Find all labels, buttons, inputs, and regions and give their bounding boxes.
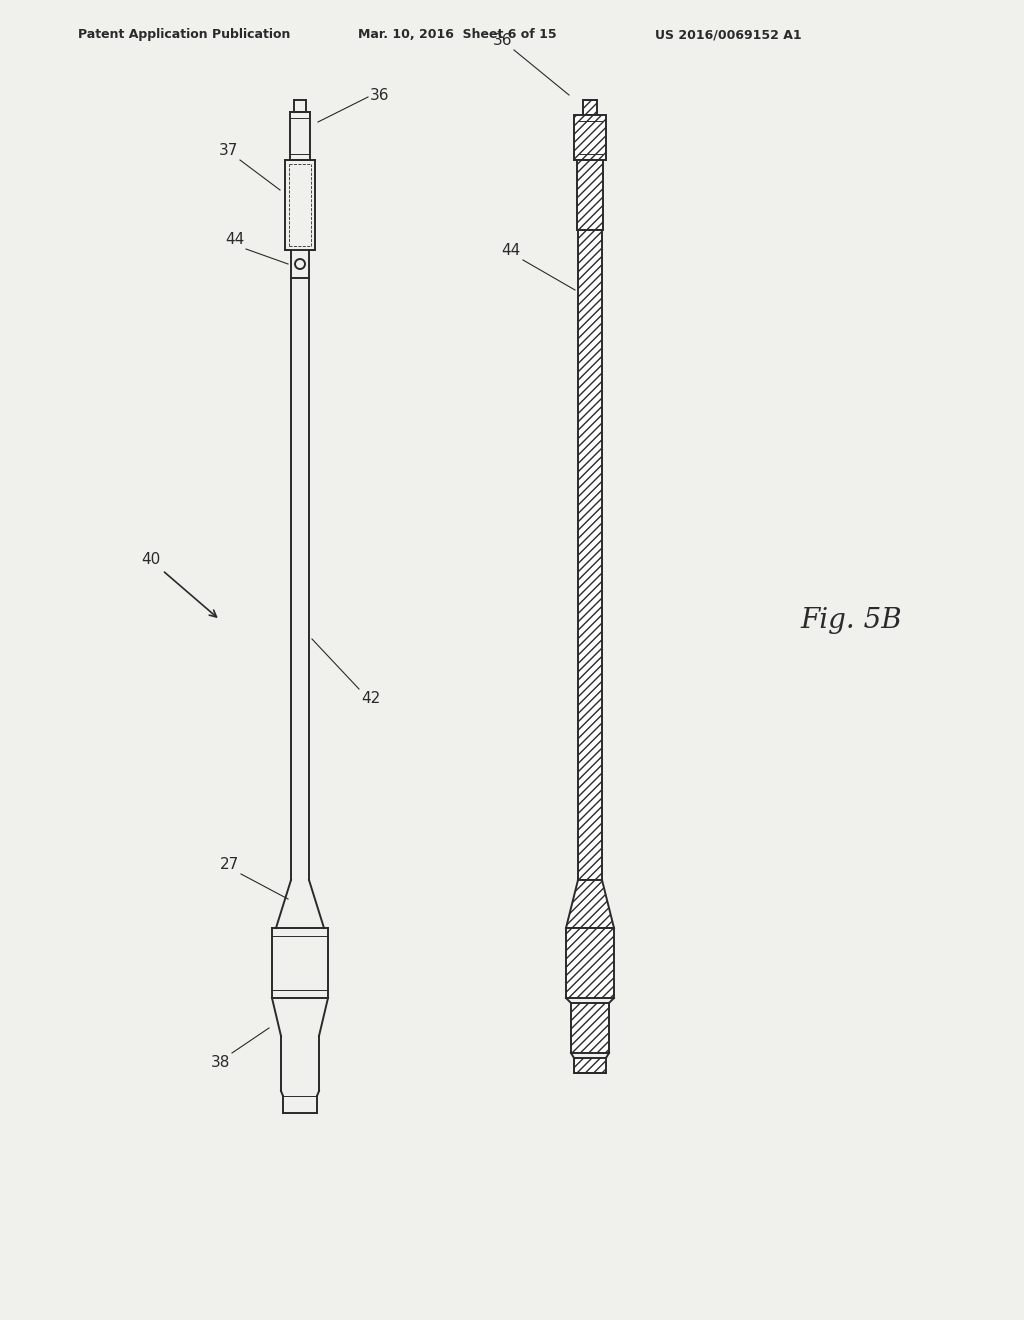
Bar (571, 1003, 609, 1053)
Text: Mar. 10, 2016  Sheet 6 of 15: Mar. 10, 2016 Sheet 6 of 15 (358, 28, 557, 41)
Text: 37: 37 (219, 143, 238, 158)
Text: Patent Application Publication: Patent Application Publication (78, 28, 291, 41)
Text: 36: 36 (370, 88, 389, 103)
Polygon shape (566, 880, 614, 928)
Text: 27: 27 (220, 857, 239, 873)
Bar (578, 230, 602, 880)
Bar (577, 160, 603, 230)
Bar (583, 100, 597, 115)
Bar (574, 115, 606, 160)
Text: 40: 40 (140, 553, 216, 616)
Bar (566, 928, 614, 998)
Text: 36: 36 (493, 33, 512, 48)
Text: 38: 38 (211, 1055, 230, 1071)
Text: 44: 44 (224, 232, 244, 247)
Bar (574, 1059, 606, 1073)
Text: 44: 44 (502, 243, 521, 257)
Text: US 2016/0069152 A1: US 2016/0069152 A1 (655, 28, 802, 41)
Text: Fig. 5B: Fig. 5B (800, 606, 901, 634)
Text: 42: 42 (361, 690, 380, 706)
